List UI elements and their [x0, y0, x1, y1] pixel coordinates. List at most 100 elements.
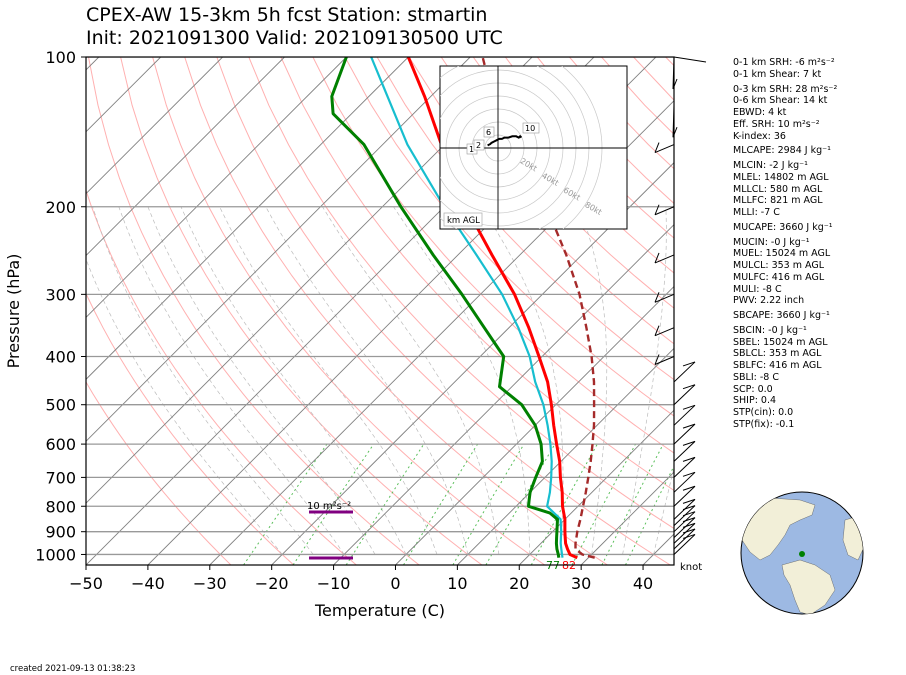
wind-barb-feather — [682, 361, 696, 367]
srh-annotation: 10 m²s⁻² — [307, 501, 351, 512]
index-line: SHIP: 0.4 — [733, 395, 777, 407]
temperature-profile — [406, 57, 578, 560]
index-line: SBLFC: 416 m AGL — [733, 360, 822, 371]
moist-adiabat — [393, 206, 531, 555]
hodograph-height-label: 1 — [469, 145, 474, 154]
index-line: MLLI: -7 C — [733, 207, 780, 218]
wind-barb-feather — [654, 325, 660, 336]
wind-barb — [673, 505, 696, 526]
wind-barb — [654, 254, 675, 264]
wind-barb-feather — [682, 485, 696, 491]
index-line: 0-6 km Shear: 14 kt — [733, 95, 828, 107]
wind-barb — [654, 293, 675, 303]
wind-barb — [654, 356, 675, 365]
wetbulb-profile — [370, 57, 564, 558]
parcel-profile — [481, 57, 596, 559]
hodograph-height-label: 10 — [525, 124, 535, 133]
wind-barb — [673, 423, 696, 445]
wind-barb — [673, 485, 696, 507]
moist-adiabat — [118, 206, 345, 555]
index-line: MUCIN: -0 J kg⁻¹ — [733, 236, 810, 248]
dry-adiabat — [376, 57, 674, 381]
moist-adiabat — [653, 466, 674, 555]
mixing-ratio-line — [403, 443, 479, 565]
moist-adiabat — [481, 206, 564, 555]
chart-title-line-2: Init: 2021091300 Valid: 202109130500 UTC — [86, 27, 503, 49]
wind-barb — [672, 105, 675, 138]
mixing-ratio-line — [452, 443, 525, 565]
wind-barb — [673, 528, 696, 550]
x-tick-label: 30 — [571, 574, 591, 593]
wind-barb — [673, 361, 696, 383]
wind-barb — [673, 498, 696, 520]
y-axis-label: Pressure (hPa) — [4, 254, 23, 369]
wind-barb — [673, 517, 696, 538]
x-axis-label: Temperature (C) — [314, 601, 445, 620]
moist-adiabat — [180, 206, 407, 555]
moist-adiabat — [219, 206, 438, 555]
x-tick-label: 40 — [633, 574, 653, 593]
x-tick-label: −30 — [193, 574, 227, 593]
y-tick-label: 200 — [45, 198, 76, 217]
wind-barb — [654, 327, 675, 337]
wind-barb-feather — [682, 440, 696, 446]
index-line: SCP: 0.0 — [733, 383, 773, 395]
dry-adiabat — [120, 57, 483, 565]
created-timestamp: created 2021-09-13 01:38:23 — [10, 664, 136, 674]
hodograph-legend-label: km AGL — [447, 216, 480, 226]
y-tick-label: 700 — [45, 468, 76, 487]
index-line: SBEL: 15024 m AGL — [733, 336, 828, 348]
wind-barb — [673, 404, 696, 426]
wind-barb-feather — [654, 204, 660, 215]
isotherm — [86, 57, 409, 380]
index-line: SBCAPE: 3660 J kg⁻¹ — [733, 310, 830, 321]
wind-barb-feather — [682, 404, 696, 410]
index-line: 0-1 km SRH: -6 m²s⁻² — [733, 57, 835, 68]
globe-north-america — [741, 497, 816, 561]
isotherm — [395, 285, 674, 565]
wind-barb-feather — [682, 471, 696, 477]
index-line: MLCIN: -2 J kg⁻¹ — [733, 160, 808, 171]
index-line: SBLI: -8 C — [733, 371, 779, 383]
wind-barb — [673, 56, 707, 63]
x-tick-label: −10 — [317, 574, 351, 593]
dry-adiabat — [86, 381, 232, 565]
mixing-ratio-line — [625, 465, 674, 565]
moist-adiabat — [86, 258, 283, 555]
hodograph-legend-box — [443, 212, 483, 227]
mixing-ratio-line — [345, 443, 425, 565]
wind-barb — [673, 441, 696, 462]
wind-barb — [654, 206, 675, 216]
wind-barb-feather — [682, 498, 696, 504]
mixing-ratio-line — [601, 443, 664, 565]
isotherm — [86, 57, 285, 257]
dry-adiabat — [408, 57, 674, 345]
dry-adiabat — [344, 57, 674, 417]
plot-frame — [85, 56, 675, 566]
index-line: 0-1 km Shear: 7 kt — [733, 68, 822, 80]
wind-barb — [673, 457, 696, 478]
index-line: PWV: 2.22 inch — [733, 295, 805, 307]
isotherm — [86, 57, 223, 195]
y-tick-label: 900 — [45, 523, 76, 542]
isotherm — [86, 57, 471, 442]
dry-adiabat — [280, 57, 674, 492]
globe-south-america — [781, 559, 836, 614]
index-line: MUCAPE: 3660 J kg⁻¹ — [733, 221, 833, 233]
dewpoint-profile — [330, 57, 561, 558]
wind-barb-feather — [682, 384, 696, 390]
hodograph-trace — [487, 134, 523, 147]
chart-title-line-1: CPEX-AW 15-3km 5h fcst Station: stmartin — [86, 4, 488, 26]
y-tick-label: 300 — [45, 285, 76, 304]
wind-barb — [673, 523, 696, 544]
index-line: 0-3 km SRH: 28 m²s⁻² — [733, 83, 838, 95]
index-line: MLEL: 14802 m AGL — [733, 171, 829, 183]
moist-adiabat — [622, 206, 667, 555]
y-tick-label: 500 — [45, 396, 76, 415]
isotherm — [518, 409, 674, 565]
wind-barb — [673, 471, 696, 493]
hodograph-height-box — [483, 126, 495, 138]
mixing-ratio-line — [485, 443, 556, 565]
mixing-ratio-line — [243, 443, 328, 565]
